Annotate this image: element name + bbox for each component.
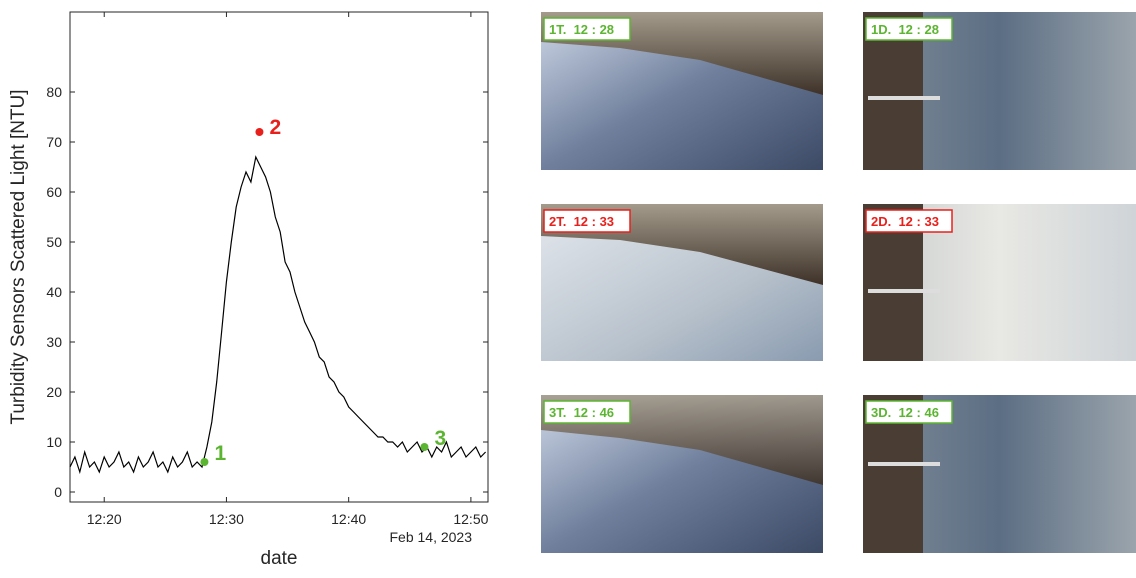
- y-tick-label: 10: [46, 434, 62, 450]
- y-tick-label: 0: [54, 484, 62, 500]
- photo-label: 3T. 12 : 46: [549, 405, 614, 420]
- photo-label: 3D. 12 : 46: [871, 405, 939, 420]
- photo-grid: [541, 12, 1136, 553]
- plot-frame: [69, 11, 489, 503]
- y-tick-label: 60: [46, 184, 62, 200]
- y-tick-label: 50: [46, 234, 62, 250]
- x-axis-label: date: [261, 548, 298, 569]
- y-tick-label: 40: [46, 284, 62, 300]
- data-line: [69, 155, 487, 475]
- annotation-point: [255, 128, 264, 136]
- photo-label-box: [543, 400, 631, 424]
- x-tick-label: 12:50: [453, 511, 488, 527]
- photo-label: 2D. 12 : 33: [871, 214, 939, 229]
- photo-label: 1D. 12 : 28: [871, 22, 939, 37]
- x-axis-subtitle: Feb 14, 2023: [389, 529, 472, 545]
- y-tick-label: 20: [46, 384, 62, 400]
- y-tick-label: 30: [46, 334, 62, 350]
- x-tick-label: 12:20: [87, 511, 122, 527]
- x-tick-label: 12:30: [209, 511, 244, 527]
- chart: Turbidity Sensors Scattered Light [NTU] …: [8, 11, 489, 569]
- annotation-point: [420, 443, 429, 451]
- photo-label-box: [865, 209, 953, 233]
- x-tick-label: 12:40: [331, 511, 366, 527]
- photo-label: 2T. 12 : 33: [549, 214, 614, 229]
- photo-label-box: [543, 17, 631, 41]
- annotation-point: [200, 458, 209, 466]
- photo-label-box: [865, 400, 953, 424]
- annotation-label: 1: [214, 442, 226, 465]
- photo-label-box: [865, 17, 953, 41]
- photo-label-box: [543, 209, 631, 233]
- y-tick-label: 80: [46, 84, 62, 100]
- photo-label: 1T. 12 : 28: [549, 22, 614, 37]
- y-tick-label: 70: [46, 134, 62, 150]
- annotation-label: 3: [434, 427, 446, 450]
- annotation-label: 2: [269, 116, 281, 139]
- y-axis-label: Turbidity Sensors Scattered Light [NTU]: [8, 89, 29, 424]
